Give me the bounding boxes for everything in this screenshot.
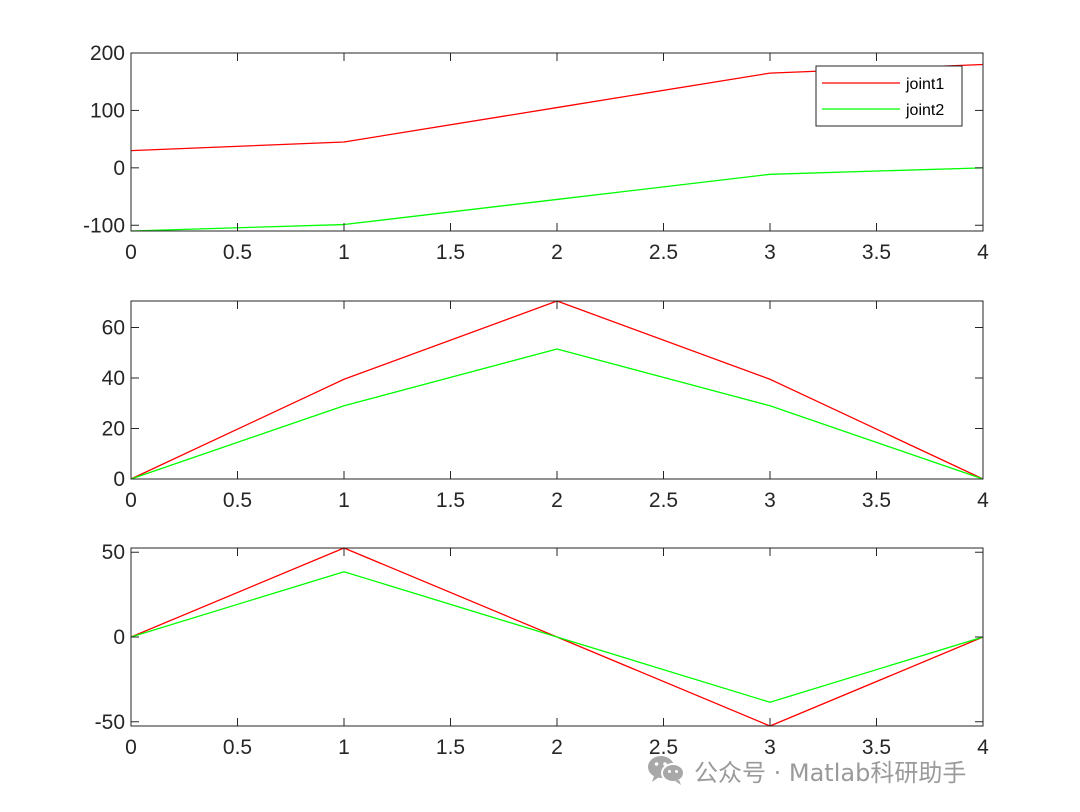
y-tick-label: -100	[83, 214, 125, 237]
x-tick-label: 4	[977, 241, 989, 264]
watermark-text: 公众号 · Matlab科研助手	[694, 758, 967, 787]
x-tick-label: 0	[125, 241, 137, 264]
y-tick-label: 50	[102, 541, 125, 564]
x-tick-label: 2	[551, 489, 563, 512]
y-tick-label: 60	[102, 317, 125, 340]
x-tick-label: 0	[125, 489, 137, 512]
x-tick-label: 2	[551, 241, 563, 264]
legend-box	[815, 65, 963, 127]
series-line-joint2	[130, 571, 984, 703]
x-tick-label: 3.5	[862, 736, 891, 759]
x-tick-label: 2.5	[649, 241, 678, 264]
series-line-joint1	[130, 300, 984, 480]
x-tick-label: 3	[764, 489, 776, 512]
y-tick-label: 40	[102, 367, 125, 390]
y-tick-label: 200	[90, 42, 125, 65]
x-tick-label: 1.5	[436, 489, 465, 512]
y-tick-label: 0	[113, 626, 125, 649]
x-tick-label: 4	[977, 489, 989, 512]
series-line-joint2	[130, 348, 984, 480]
x-tick-label: 2	[551, 736, 563, 759]
x-tick-label: 3.5	[862, 241, 891, 264]
x-tick-label: 1	[338, 489, 350, 512]
wechat-icon	[648, 756, 685, 785]
x-tick-label: 1	[338, 241, 350, 264]
x-tick-label: 0.5	[223, 489, 252, 512]
legend: joint1 joint2	[815, 65, 963, 127]
x-tick-label: 1	[338, 736, 350, 759]
series-line-joint2	[130, 167, 984, 232]
axes-box	[130, 300, 984, 480]
x-tick-label: 0.5	[223, 736, 252, 759]
x-tick-label: 3.5	[862, 489, 891, 512]
x-tick-label: 0.5	[223, 241, 252, 264]
x-tick-label: 3	[764, 736, 776, 759]
y-tick-label: 20	[102, 418, 125, 441]
y-tick-label: 100	[90, 99, 125, 122]
x-tick-label: 2.5	[649, 736, 678, 759]
x-tick-label: 2.5	[649, 489, 678, 512]
x-tick-label: 1.5	[436, 736, 465, 759]
legend-label-joint2: joint2	[905, 102, 944, 119]
y-tick-label: 0	[113, 468, 125, 491]
y-tick-label: 0	[113, 157, 125, 180]
watermark: 公众号 · Matlab科研助手	[646, 752, 966, 788]
x-tick-label: 1.5	[436, 241, 465, 264]
legend-label-joint1: joint1	[905, 76, 944, 93]
x-tick-label: 4	[977, 736, 989, 759]
x-tick-label: 0	[125, 736, 137, 759]
x-tick-label: 3	[764, 241, 776, 264]
y-tick-label: -50	[95, 711, 125, 734]
